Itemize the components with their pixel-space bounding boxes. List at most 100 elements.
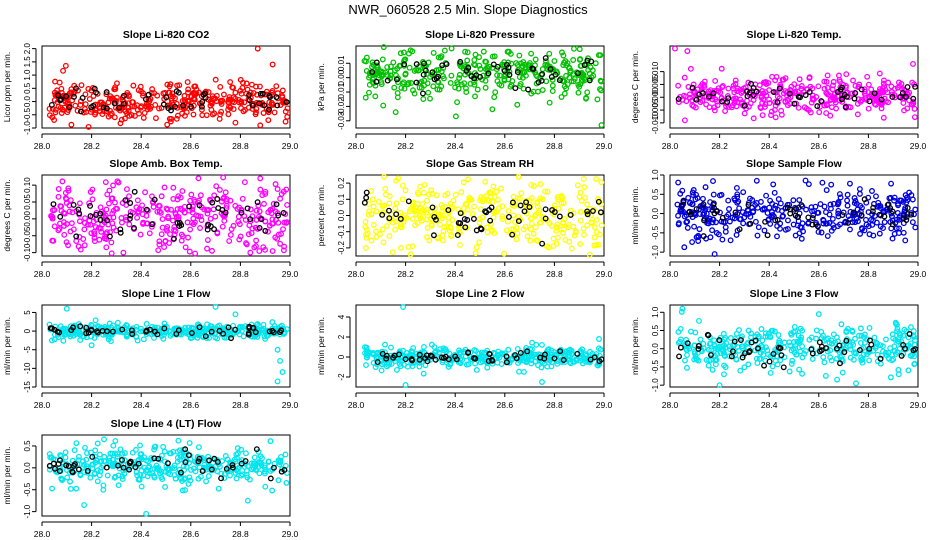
data-point [750, 209, 756, 216]
data-point [214, 459, 221, 465]
data-point [366, 349, 373, 356]
data-point [771, 328, 778, 335]
data-point [203, 478, 210, 485]
data-point [488, 228, 495, 235]
data-point [65, 242, 72, 249]
data-point [462, 224, 469, 231]
data-point [196, 455, 203, 462]
data-point [273, 83, 280, 90]
x-tick-label: 28.4 [761, 400, 778, 410]
data-point [87, 202, 94, 209]
data-point [696, 206, 703, 213]
data-point [827, 205, 834, 212]
data-point [856, 347, 863, 354]
data-point [156, 208, 163, 215]
data-point [827, 112, 834, 119]
data-point [798, 235, 805, 242]
data-point [261, 200, 267, 207]
data-point [436, 86, 443, 93]
data-point [675, 82, 682, 89]
data-point [868, 86, 875, 93]
x-tick-label: 28.0 [348, 269, 365, 279]
data-point [818, 347, 825, 354]
data-point [384, 64, 391, 71]
data-point [697, 99, 704, 106]
data-point [382, 341, 388, 348]
data-point [63, 239, 70, 246]
data-point [209, 93, 216, 100]
x-tick-label: 28.6 [183, 269, 200, 279]
data-point [472, 93, 478, 100]
data-point [275, 219, 282, 226]
data-point [901, 107, 908, 114]
data-point [489, 199, 496, 206]
data-point [384, 77, 391, 84]
data-point [212, 213, 219, 220]
x-tick-label: 28.0 [34, 141, 51, 151]
data-point [104, 191, 111, 198]
data-point [583, 94, 590, 101]
data-point [96, 451, 103, 458]
data-point [845, 219, 851, 226]
data-point [472, 355, 479, 362]
data-point [62, 331, 68, 338]
data-point [750, 92, 757, 98]
data-point [843, 337, 850, 344]
data-point [487, 190, 494, 197]
data-point [912, 83, 919, 90]
data-point [421, 207, 428, 214]
data-point [100, 482, 107, 489]
data-point [167, 118, 174, 125]
data-point [737, 337, 744, 343]
data-point [558, 193, 565, 199]
data-point [766, 100, 773, 107]
data-point [440, 355, 447, 361]
data-point [94, 440, 101, 447]
data-point [893, 216, 900, 223]
data-point [742, 350, 748, 357]
data-point [489, 106, 496, 113]
data-point [253, 446, 260, 453]
data-point [221, 475, 228, 482]
data-point [567, 69, 574, 76]
data-point [777, 200, 784, 207]
data-point [844, 191, 851, 198]
data-point [133, 469, 140, 476]
data-point [134, 106, 141, 113]
data-point [585, 67, 592, 74]
data-point [146, 230, 153, 237]
data-point [429, 190, 436, 197]
data-point [133, 323, 140, 330]
data-point [851, 95, 858, 102]
data-point [710, 90, 717, 97]
data-point [208, 328, 215, 335]
y-tick-label: -0.05 [23, 226, 32, 245]
data-point [888, 180, 895, 187]
data-point [377, 68, 384, 75]
data-point [793, 351, 800, 358]
data-point [495, 197, 501, 203]
data-point [675, 221, 682, 228]
data-point [52, 78, 59, 85]
data-point [216, 327, 223, 334]
data-point [745, 361, 752, 368]
data-point [417, 183, 423, 190]
data-point [788, 360, 795, 367]
data-point [203, 112, 210, 119]
data-point [476, 216, 483, 223]
x-tick-label: 28.0 [34, 400, 51, 410]
data-point [270, 464, 277, 471]
data-point [711, 107, 718, 114]
data-point [578, 77, 585, 83]
data-point [581, 62, 588, 69]
data-point [211, 226, 217, 233]
y-tick-label: -0.010 [651, 111, 660, 134]
data-point [861, 339, 868, 346]
data-point [62, 449, 69, 456]
data-point [780, 364, 787, 371]
data-point [846, 180, 853, 187]
data-point [192, 83, 199, 90]
data-point [57, 457, 63, 464]
data-point [551, 355, 558, 362]
data-point [253, 105, 260, 112]
